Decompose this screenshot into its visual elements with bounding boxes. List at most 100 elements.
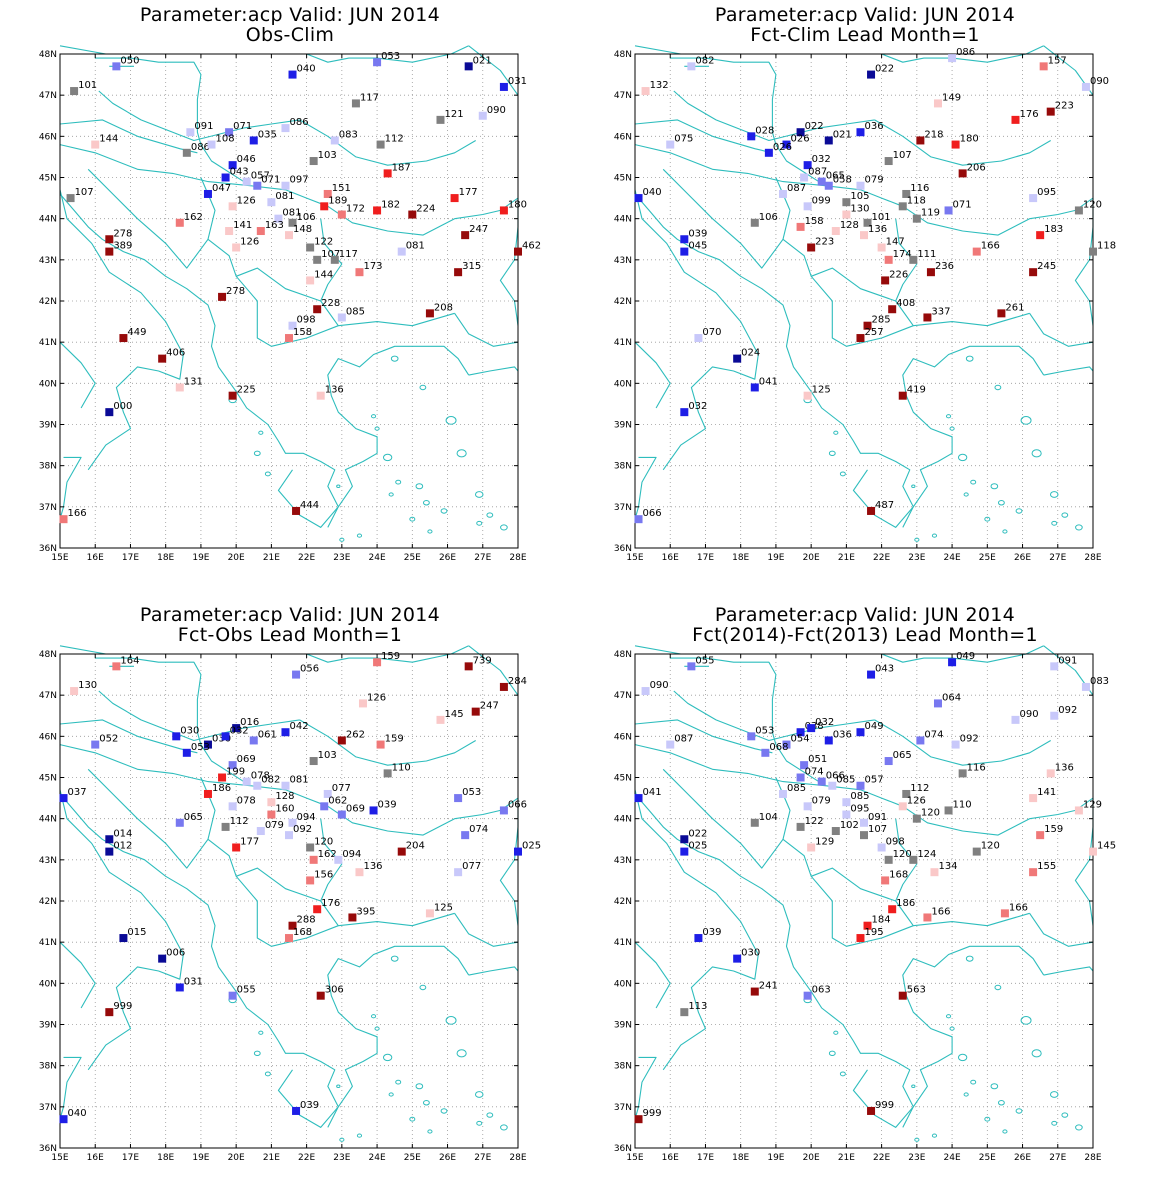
island <box>963 1092 969 1097</box>
station-marker <box>1081 682 1090 691</box>
axes: 15E 16E 17E 18E 19E 20E 21E 22E 23E 24E 25E 26E 27E 2… <box>614 50 1102 563</box>
station-marker <box>330 255 339 264</box>
island <box>997 1099 1005 1106</box>
y-tick-label: 46N <box>39 132 57 142</box>
station-value-label: 155 <box>1037 861 1056 872</box>
station-marker <box>358 699 367 708</box>
station-marker <box>831 827 840 836</box>
coastline <box>662 768 791 869</box>
station-marker <box>158 954 167 963</box>
island <box>336 484 341 489</box>
coastlines <box>59 645 519 1142</box>
station-value-label: 105 <box>850 191 869 202</box>
station-value-label: 085 <box>346 306 365 317</box>
x-tick-label: 27E <box>1049 1153 1066 1163</box>
station-marker <box>105 835 114 844</box>
station-value-label: 225 <box>237 385 256 396</box>
station-value-label: 136 <box>1055 762 1074 773</box>
coastline <box>662 168 791 269</box>
station-marker <box>207 140 216 149</box>
station-value-label: 042 <box>289 721 308 732</box>
station-value-label: 071 <box>233 121 252 132</box>
station-value-label: 111 <box>917 249 936 260</box>
y-tick-label: 43N <box>39 856 57 866</box>
coastline <box>468 45 519 96</box>
station-value-label: 037 <box>68 787 87 798</box>
coastline <box>634 45 709 55</box>
island <box>833 430 839 435</box>
station-value-label: 078 <box>251 771 270 782</box>
coastline <box>59 744 251 787</box>
station-value-label: 174 <box>893 249 912 260</box>
y-tick-label: 46N <box>614 732 632 742</box>
island <box>395 1079 402 1085</box>
y-tick-label: 39N <box>614 1021 632 1031</box>
station-marker <box>930 868 939 877</box>
station-marker <box>916 736 925 745</box>
station-marker <box>175 983 184 992</box>
island <box>258 1030 264 1035</box>
y-tick-label: 39N <box>39 421 57 431</box>
station-marker <box>1089 847 1097 856</box>
x-tick-label: 21E <box>838 1153 855 1163</box>
station-value-label: 166 <box>981 241 1000 252</box>
station-value-label: 032 <box>815 717 834 728</box>
station-value-label: 563 <box>907 985 926 996</box>
station-marker <box>641 687 650 696</box>
island <box>486 1112 494 1118</box>
island <box>440 508 448 514</box>
station-marker <box>863 921 872 930</box>
island <box>388 1092 394 1097</box>
station-value-label: 228 <box>321 298 340 309</box>
station-marker <box>330 136 339 145</box>
station-marker <box>119 334 128 343</box>
station-marker <box>842 810 851 819</box>
island <box>409 516 416 522</box>
x-tick-label: 24E <box>369 553 386 563</box>
coastline <box>1043 366 1094 376</box>
station-value-label: 120 <box>314 836 333 847</box>
station-value-label: 087 <box>808 167 827 178</box>
station-value-label: 223 <box>815 236 834 247</box>
island <box>984 1116 991 1122</box>
station-value-label: 087 <box>674 734 693 745</box>
island <box>409 1116 416 1122</box>
y-tick-label: 47N <box>614 91 632 101</box>
coastline <box>468 966 519 976</box>
coastline <box>634 645 709 655</box>
station-marker <box>803 391 812 400</box>
station-marker <box>436 715 445 724</box>
station-marker <box>249 136 258 145</box>
station-value-label: 015 <box>127 927 146 938</box>
station-marker <box>796 728 805 737</box>
station-marker <box>796 822 805 831</box>
island <box>994 984 1002 991</box>
station-value-label: 126 <box>907 795 926 806</box>
y-tick-label: 46N <box>614 132 632 142</box>
station-marker <box>912 214 921 223</box>
station-marker <box>1036 831 1045 840</box>
x-tick-label: 16E <box>87 1153 104 1163</box>
y-tick-label: 41N <box>614 338 632 348</box>
stations: 0550900430490910830640900920870530380490… <box>634 651 1116 1124</box>
station-marker <box>909 855 918 864</box>
station-value-label: 021 <box>833 129 852 140</box>
station-marker <box>306 876 315 885</box>
station-value-label: 108 <box>215 134 234 145</box>
y-tick-label: 37N <box>39 503 57 513</box>
station-value-label: 098 <box>297 315 316 326</box>
x-tick-label: 18E <box>732 553 749 563</box>
station-value-label: 014 <box>113 828 132 839</box>
y-tick-label: 43N <box>614 256 632 266</box>
island <box>1020 416 1032 425</box>
station-value-label: 085 <box>787 783 806 794</box>
coastline <box>1029 912 1094 947</box>
station-value-label: 022 <box>875 64 894 75</box>
station-marker <box>320 802 329 811</box>
coastline <box>852 345 1045 528</box>
station-value-label: 124 <box>917 849 936 860</box>
station-marker <box>803 161 812 170</box>
y-tick-label: 46N <box>39 732 57 742</box>
island <box>264 471 271 477</box>
x-tick-label: 28E <box>1084 553 1101 563</box>
